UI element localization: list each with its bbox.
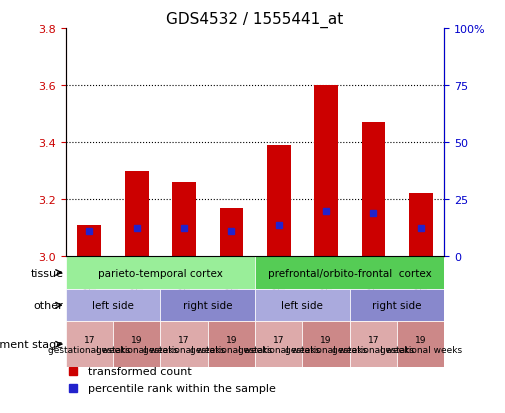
Text: 17
gestational weeks: 17 gestational weeks [143, 335, 225, 354]
Bar [409, 194, 433, 256]
Bar [125, 171, 148, 256]
Text: 19
gestational weeks: 19 gestational weeks [285, 335, 367, 354]
FancyBboxPatch shape [255, 322, 302, 367]
FancyBboxPatch shape [302, 322, 349, 367]
Bar [172, 183, 196, 256]
Text: percentile rank within the sample: percentile rank within the sample [88, 383, 276, 393]
Text: other: other [33, 300, 63, 311]
Bar [362, 123, 385, 256]
Bar [77, 225, 101, 256]
Bar [267, 146, 290, 256]
Text: right side: right side [372, 300, 422, 311]
FancyBboxPatch shape [397, 322, 444, 367]
FancyBboxPatch shape [161, 289, 255, 322]
Text: transformed count: transformed count [88, 367, 192, 377]
Text: 19
gestational weeks: 19 gestational weeks [380, 335, 462, 354]
Text: development stage: development stage [0, 339, 63, 349]
Bar [220, 208, 243, 256]
Text: left side: left side [281, 300, 323, 311]
Text: 19
gestational weeks: 19 gestational weeks [190, 335, 272, 354]
Text: 17
gestational weeks: 17 gestational weeks [48, 335, 130, 354]
FancyBboxPatch shape [66, 322, 113, 367]
Text: prefrontal/orbito-frontal  cortex: prefrontal/orbito-frontal cortex [268, 268, 432, 278]
Text: 19
gestational weeks: 19 gestational weeks [95, 335, 178, 354]
Text: 17
gestational weeks: 17 gestational weeks [332, 335, 415, 354]
FancyBboxPatch shape [66, 256, 255, 289]
Text: right side: right side [183, 300, 232, 311]
Text: left side: left side [92, 300, 134, 311]
Text: tissue: tissue [30, 268, 63, 278]
FancyBboxPatch shape [255, 256, 444, 289]
FancyBboxPatch shape [349, 289, 444, 322]
Bar [314, 86, 338, 256]
FancyBboxPatch shape [349, 322, 397, 367]
Text: parieto-temporal cortex: parieto-temporal cortex [98, 268, 223, 278]
Title: GDS4532 / 1555441_at: GDS4532 / 1555441_at [167, 12, 343, 28]
Text: 17
gestational weeks: 17 gestational weeks [238, 335, 320, 354]
FancyBboxPatch shape [255, 289, 349, 322]
FancyBboxPatch shape [208, 322, 255, 367]
FancyBboxPatch shape [113, 322, 161, 367]
FancyBboxPatch shape [66, 289, 161, 322]
FancyBboxPatch shape [161, 322, 208, 367]
